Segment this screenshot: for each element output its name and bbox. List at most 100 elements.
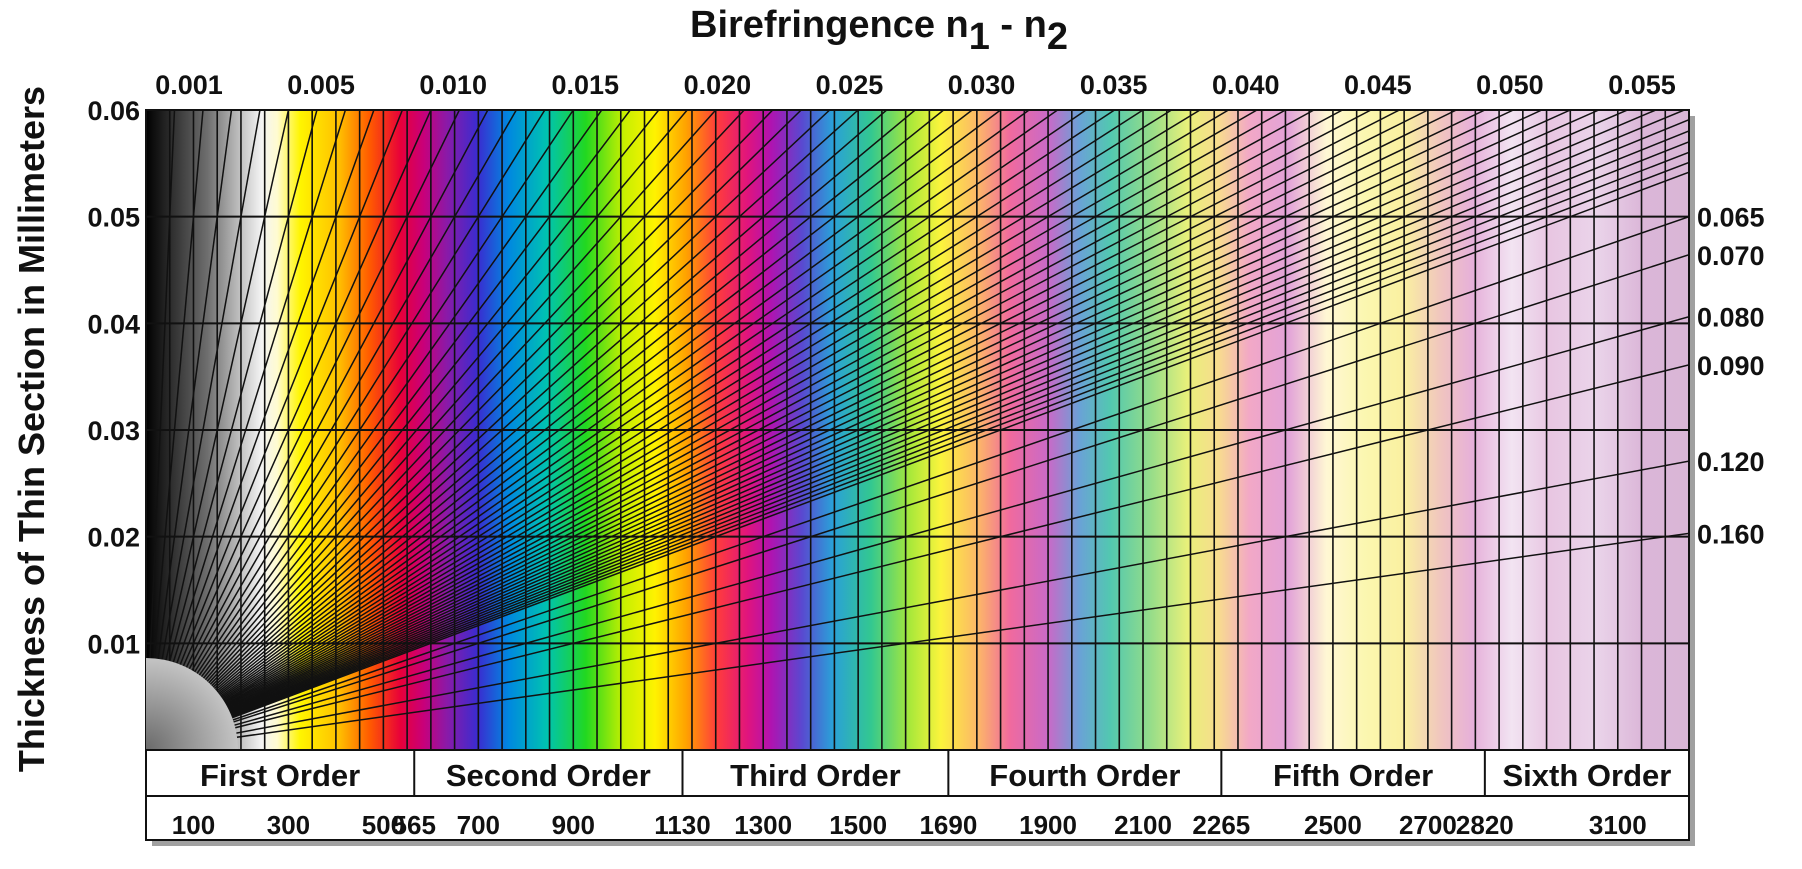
birefringence-line <box>146 130 1689 750</box>
x-tick-label: 0.045 <box>1344 70 1412 100</box>
corner-quarter-circle <box>146 658 238 750</box>
x-tick-label: 0.015 <box>551 70 619 100</box>
birefringence-line <box>146 110 688 750</box>
birefringence-line <box>146 161 1689 750</box>
x-tick-label: 0.055 <box>1608 70 1676 100</box>
birefringence-line <box>146 110 1429 750</box>
right-birefringence-labels: 0.065 0.070 0.080 0.090 0.120 0.160 <box>1697 203 1765 550</box>
birefringence-line <box>146 110 1628 750</box>
birefringence-line <box>146 110 631 750</box>
retardation-label: 1130 <box>654 810 710 840</box>
chart-title: Birefringence n1 - n2 <box>690 4 1068 56</box>
birefringence-line <box>146 110 859 750</box>
order-label: First Order <box>200 758 360 793</box>
x-tick-label: 0.040 <box>1212 70 1280 100</box>
birefringence-line <box>146 110 1172 750</box>
birefringence-line <box>146 110 717 750</box>
y-tick-label: 0.04 <box>87 309 140 339</box>
birefringence-line <box>146 119 1689 750</box>
birefringence-line <box>146 110 1657 750</box>
x-tick-label: 0.050 <box>1476 70 1544 100</box>
birefringence-line <box>146 110 1685 750</box>
retardation-label: 2265 <box>1192 810 1250 840</box>
order-label: Fourth Order <box>989 758 1180 793</box>
retardation-label: 300 <box>267 810 310 840</box>
birefringence-line <box>146 110 461 750</box>
birefringence-line <box>146 110 1486 750</box>
retardation-label: 565 <box>393 810 436 840</box>
right-birefringence-label: 0.090 <box>1697 351 1765 381</box>
birefringence-line <box>146 110 945 750</box>
birefringence-line <box>146 110 1600 750</box>
birefringence-line <box>146 110 1514 750</box>
origin-quarter-circle <box>146 658 238 750</box>
title-sub-2: 2 <box>1046 16 1068 58</box>
birefringence-line <box>146 110 574 750</box>
birefringence-line <box>146 110 660 750</box>
birefringence-line <box>146 110 1201 750</box>
birefringence-line <box>146 532 1689 750</box>
birefringence-line <box>146 110 1286 750</box>
birefringence-line <box>146 110 888 750</box>
birefringence-line <box>146 110 802 750</box>
retardation-label: 2500 <box>1304 810 1362 840</box>
birefringence-line <box>146 110 1115 750</box>
birefringence-line <box>146 110 1258 750</box>
retardation-label: 900 <box>552 810 595 840</box>
y-tick-label: 0.01 <box>87 629 140 659</box>
birefringence-line <box>146 110 1087 750</box>
x-tick-label: 0.010 <box>419 70 487 100</box>
birefringence-line <box>146 151 1689 750</box>
birefringence-line <box>146 110 347 750</box>
birefringence-line <box>146 110 774 750</box>
birefringence-line <box>146 110 603 750</box>
retardation-label: 1500 <box>829 810 887 840</box>
y-tick-labels: 0.01 0.02 0.03 0.04 0.05 0.06 <box>87 96 140 659</box>
birefringence-line <box>146 110 1144 750</box>
retardation-label: 2820 <box>1456 810 1514 840</box>
retardation-label: 1300 <box>734 810 792 840</box>
retardation-label: 3100 <box>1589 810 1647 840</box>
x-tick-label: 0.020 <box>684 70 752 100</box>
retardation-label: 700 <box>457 810 500 840</box>
birefringence-line <box>146 110 432 750</box>
order-label: Fifth Order <box>1273 758 1433 793</box>
title-separator: - n <box>989 4 1047 46</box>
x-tick-labels: 0.001 0.005 0.010 0.015 0.020 0.025 0.030 0.035… <box>155 70 1676 100</box>
x-tick-label: 0.001 <box>155 70 223 100</box>
birefringence-line <box>146 110 1030 750</box>
birefringence-line <box>146 171 1689 750</box>
birefringence-line <box>146 110 176 750</box>
birefringence-line <box>146 215 1689 750</box>
birefringence-line <box>146 460 1689 750</box>
order-label: Sixth Order <box>1503 758 1672 793</box>
order-label: Second Order <box>446 758 651 793</box>
birefringence-line <box>146 110 233 750</box>
right-birefringence-label: 0.120 <box>1697 447 1765 477</box>
title-sub-1: 1 <box>968 16 990 58</box>
order-labels: First Order Second Order Third Order Fourth… <box>200 758 1671 793</box>
birefringence-line <box>146 110 1002 750</box>
birefringence-line <box>146 110 546 750</box>
birefringence-line <box>146 110 318 750</box>
retardation-label: 100 <box>172 810 215 840</box>
x-tick-label: 0.035 <box>1080 70 1148 100</box>
birefringence-line <box>146 110 290 750</box>
retardation-label: 1900 <box>1019 810 1077 840</box>
right-birefringence-label: 0.065 <box>1697 203 1765 233</box>
birefringence-line <box>146 141 1689 750</box>
right-birefringence-label: 0.160 <box>1697 519 1765 549</box>
x-tick-label: 0.030 <box>948 70 1016 100</box>
y-tick-label: 0.03 <box>87 416 140 446</box>
birefringence-line <box>146 110 1058 750</box>
birefringence-line <box>146 110 973 750</box>
title-main: Birefringence n <box>690 4 969 46</box>
right-birefringence-label: 0.080 <box>1697 303 1765 333</box>
birefringence-line <box>146 110 1372 750</box>
birefringence-line <box>146 110 375 750</box>
birefringence-line <box>146 110 1400 750</box>
birefringence-line <box>146 110 1343 750</box>
birefringence-line <box>146 110 1571 750</box>
